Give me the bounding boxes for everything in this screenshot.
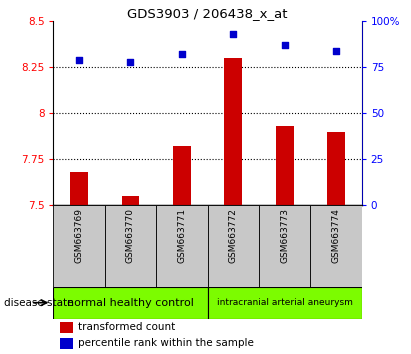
Point bbox=[230, 31, 237, 37]
Bar bbox=[60, 322, 74, 333]
Text: GSM663771: GSM663771 bbox=[178, 208, 186, 263]
Bar bbox=[224, 58, 242, 205]
Text: GSM663774: GSM663774 bbox=[332, 208, 340, 263]
Title: GDS3903 / 206438_x_at: GDS3903 / 206438_x_at bbox=[127, 7, 288, 20]
Point bbox=[333, 48, 339, 53]
Text: GSM663773: GSM663773 bbox=[280, 208, 289, 263]
Bar bbox=[276, 126, 293, 205]
Bar bbox=[327, 132, 345, 205]
Bar bbox=[208, 205, 259, 287]
Bar bbox=[156, 205, 208, 287]
Bar bbox=[70, 172, 88, 205]
Text: transformed count: transformed count bbox=[78, 322, 175, 332]
Bar bbox=[310, 205, 362, 287]
Bar bbox=[105, 205, 156, 287]
Text: GSM663772: GSM663772 bbox=[229, 208, 238, 263]
Bar bbox=[208, 287, 362, 319]
Bar bbox=[173, 147, 191, 205]
Point bbox=[178, 52, 185, 57]
Bar bbox=[259, 205, 310, 287]
Text: GSM663769: GSM663769 bbox=[75, 208, 83, 263]
Text: intracranial arterial aneurysm: intracranial arterial aneurysm bbox=[217, 298, 353, 307]
Text: percentile rank within the sample: percentile rank within the sample bbox=[78, 338, 254, 348]
Text: disease state: disease state bbox=[4, 298, 74, 308]
Point bbox=[127, 59, 134, 64]
Bar bbox=[122, 196, 139, 205]
Bar bbox=[53, 205, 105, 287]
Bar bbox=[53, 287, 208, 319]
Point bbox=[76, 57, 82, 63]
Text: GSM663770: GSM663770 bbox=[126, 208, 135, 263]
Bar bbox=[60, 338, 74, 349]
Point bbox=[281, 42, 288, 48]
Text: normal healthy control: normal healthy control bbox=[67, 298, 194, 308]
